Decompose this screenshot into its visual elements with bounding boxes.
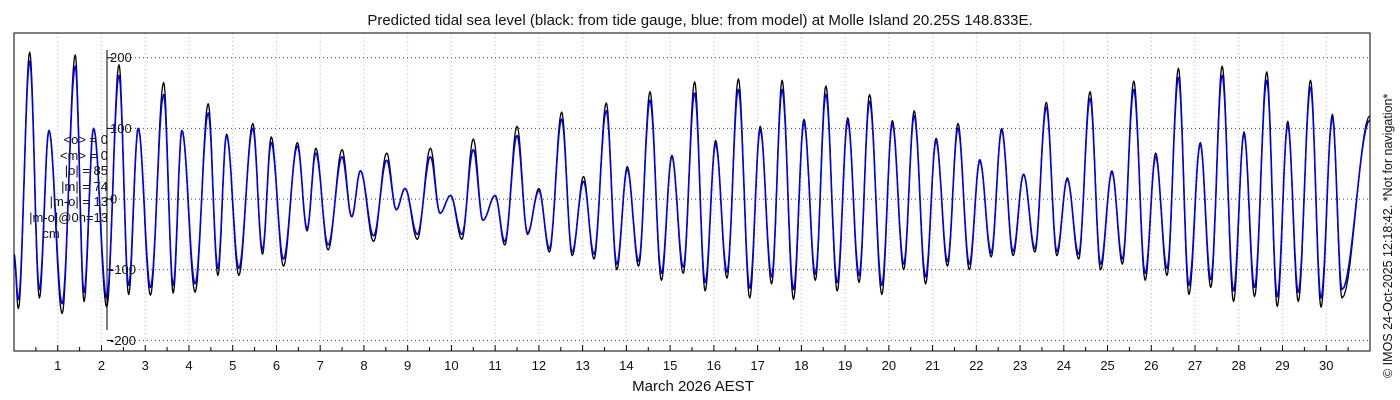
x-tick-label: 13 [575, 358, 589, 373]
x-tick-label: 6 [273, 358, 280, 373]
y-tick-label: -200 [110, 333, 136, 348]
stat-mean-observed: <o> = 0 [63, 132, 108, 147]
stat-abs-diff: |m-o| = 13 [49, 194, 108, 210]
x-tick-label: 2 [98, 358, 105, 373]
x-tick-label: 26 [1144, 358, 1158, 373]
x-tick-label: 17 [750, 358, 764, 373]
x-axis-label: March 2026 AEST [632, 378, 754, 395]
x-tick-label: 27 [1188, 358, 1202, 373]
x-tick-label: 11 [488, 358, 502, 373]
y-tick-label: 0 [110, 192, 117, 207]
x-tick-label: 24 [1057, 358, 1071, 373]
x-tick-label: 28 [1232, 358, 1246, 373]
x-tick-label: 23 [1013, 358, 1027, 373]
stat-mean-model: <m> = 0 [59, 147, 108, 163]
x-tick-label: 14 [619, 358, 633, 373]
plot-frame [13, 32, 1371, 352]
chart-title: Predicted tidal sea level (black: from t… [367, 12, 1032, 29]
y-tick-label: 200 [110, 50, 132, 65]
stats-panel: <o> = 0 <m> = 0 |o| = 85 |m| = 74 |m-o| … [8, 132, 108, 241]
x-tick-label: 10 [444, 358, 458, 373]
x-tick-label: 9 [404, 358, 411, 373]
x-tick-label: 1 [54, 358, 61, 373]
x-tick-label: 25 [1100, 358, 1114, 373]
x-tick-label: 20 [882, 358, 896, 373]
x-tick-label: 15 [663, 358, 677, 373]
x-tick-label: 18 [794, 358, 808, 373]
stat-abs-diff-0h: |m-o|@0h=13 [29, 209, 108, 225]
copyright-note: © IMOS 24-Oct-2025 12:18:42. *Not for na… [1381, 94, 1395, 378]
series-line-tide-gauge [13, 51, 1371, 315]
stat-abs-model: |m| = 74 [61, 178, 108, 194]
stat-abs-observed: |o| = 85 [64, 163, 108, 179]
grid-lines [57, 33, 1370, 351]
series-line-model [13, 60, 1371, 305]
x-tick-label: 3 [142, 358, 149, 373]
y-tick-label: 100 [110, 121, 132, 136]
x-tick-label: 22 [969, 358, 983, 373]
x-tick-label: 21 [925, 358, 939, 373]
x-tick-label: 16 [707, 358, 721, 373]
series-layer [13, 51, 1371, 315]
y-tick-label: -100 [110, 262, 136, 277]
x-tick-label: 8 [360, 358, 367, 373]
x-tick-label: 7 [317, 358, 324, 373]
x-tick-label: 5 [229, 358, 236, 373]
x-tick-label: 12 [532, 358, 546, 373]
x-tick-label: 29 [1275, 358, 1289, 373]
stat-unit: cm [42, 225, 60, 241]
x-tick-label: 19 [838, 358, 852, 373]
x-tick-label: 30 [1319, 358, 1333, 373]
x-tick-label: 4 [185, 358, 192, 373]
